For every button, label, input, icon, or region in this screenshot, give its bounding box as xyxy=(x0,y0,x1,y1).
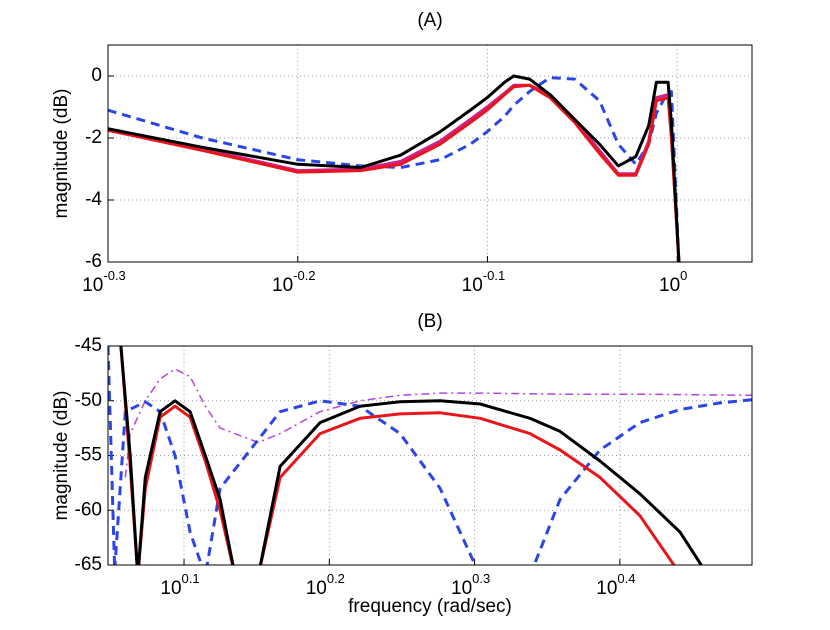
y-tick-label: -6 xyxy=(85,251,102,272)
x-tick-label: 100.4 xyxy=(596,571,635,599)
series-line xyxy=(108,83,681,262)
x-tick-label: 100.3 xyxy=(451,571,490,599)
x-tick-label: 10-0.2 xyxy=(272,268,316,296)
series-line xyxy=(119,346,704,565)
y-tick-label: -50 xyxy=(75,390,102,411)
y-tick-label: -45 xyxy=(75,335,102,356)
series-line xyxy=(108,83,681,262)
y-axis-label: magnitude (dB) xyxy=(51,89,72,219)
y-tick-label: -2 xyxy=(85,127,102,148)
y-tick-label: -60 xyxy=(75,499,102,520)
x-tick-label: 10-0.1 xyxy=(462,268,506,296)
series-line xyxy=(108,74,681,262)
x-tick-label: 100.2 xyxy=(306,571,345,599)
plot-area xyxy=(108,74,681,262)
y-tick-label: -4 xyxy=(85,189,102,210)
x-axis-label: frequency (rad/sec) xyxy=(348,596,512,617)
y-tick-label: -65 xyxy=(75,554,102,575)
y-axis-label: magnitude (dB) xyxy=(51,391,72,521)
x-tick-label: 100 xyxy=(659,268,687,296)
panel-title: (B) xyxy=(417,311,442,332)
series-line xyxy=(119,346,676,565)
y-tick-label: 0 xyxy=(91,65,102,86)
x-tick-label: 100.1 xyxy=(160,571,199,599)
panel-title: (A) xyxy=(417,10,442,31)
x-tick-label: 10-0.3 xyxy=(82,268,126,296)
y-tick-label: -55 xyxy=(75,445,102,466)
series-line xyxy=(108,76,681,262)
axes-frame xyxy=(107,44,753,263)
axes-frame xyxy=(107,345,753,566)
series-line xyxy=(124,368,752,478)
plot-area xyxy=(108,346,752,565)
series-line xyxy=(108,346,752,565)
